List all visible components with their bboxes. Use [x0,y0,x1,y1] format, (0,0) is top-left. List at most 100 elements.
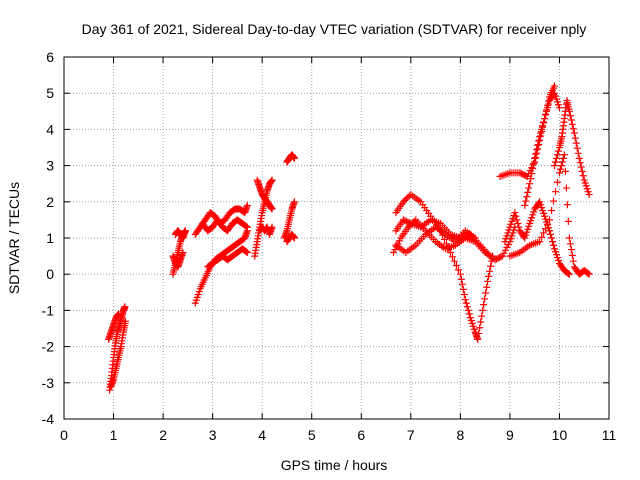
data-point [569,125,577,133]
data-point [572,139,580,147]
data-point [559,154,567,162]
data-point [487,262,495,270]
data-point [491,256,499,264]
data-point [553,151,561,159]
data-point [481,295,489,303]
data-point [542,110,550,118]
data-point [548,234,556,242]
y-axis-label: SDTVAR / TECUs [6,182,22,294]
data-point [243,201,251,209]
series-seg-e3 [283,230,298,246]
data-point [465,310,473,318]
data-point [543,106,551,114]
data-point [448,253,456,261]
x-tick-label: 4 [258,427,266,443]
data-point [488,257,496,265]
data-point [457,275,465,283]
x-tick-label: 7 [407,427,415,443]
data-point [479,306,487,314]
data-point [584,269,592,277]
data-point [568,120,576,128]
data-point [538,233,546,241]
data-point [512,212,520,220]
data-point [521,201,529,209]
x-tick-label: 5 [308,427,316,443]
y-tick-label: 4 [46,121,54,137]
data-point [542,225,550,233]
data-point [530,159,538,167]
series-seg-e2 [283,151,298,166]
data-point [576,159,584,167]
data-point [456,270,464,278]
data-point [515,223,523,231]
series-seg-g4 [501,198,573,278]
data-point [555,169,563,177]
y-tick-label: 6 [46,49,54,65]
data-point [477,318,485,326]
data-point [565,234,573,242]
data-point [560,151,568,159]
data-point [442,240,450,248]
data-point [528,170,536,178]
data-point [585,270,593,278]
data-point [527,175,535,183]
data-point [534,141,542,149]
x-tick-label: 3 [209,427,217,443]
series-seg-g1 [496,89,563,180]
data-point [537,129,545,137]
data-point [450,257,458,265]
data-point [402,217,410,225]
data-point [471,234,479,242]
series-seg-a2 [107,317,129,390]
chart-title: Day 361 of 2021, Sidereal Day-to-day VTE… [82,21,587,37]
data-point [550,241,558,249]
data-point [564,269,572,277]
series-seg-g5 [506,151,593,278]
x-tick-label: 6 [357,427,365,443]
data-point [497,253,505,261]
data-point [535,137,543,145]
data-point [558,158,566,166]
axis-ticks: 0 1 2 3 4 5 6 7 8 9 10 11 -4 -3 -2 -1 0 1 2 3 4 5 6 [42,49,617,443]
data-point [544,102,552,110]
data-point [290,234,298,242]
data-point [549,238,557,246]
data-point [578,167,586,175]
data-point [511,209,519,217]
data-point [290,198,298,206]
data-point [568,251,576,259]
data-point [520,171,528,179]
data-point [519,170,527,178]
series-seg-a3 [105,310,122,343]
data-point [486,267,494,275]
data-point [567,246,575,254]
data-point [444,244,452,252]
data-point [461,296,469,304]
y-tick-label: -1 [42,302,55,318]
data-point [242,222,250,230]
data-point [460,290,468,298]
x-tick-label: 11 [602,427,617,443]
data-point [524,188,532,196]
y-tick-label: 3 [46,158,54,174]
series-seg-b3 [171,227,189,242]
data-point [290,154,298,162]
data-point [463,303,471,311]
series-seg-f2 [392,191,497,343]
y-tick-label: 2 [46,194,54,210]
data-point [121,303,129,311]
data-point [552,154,560,162]
data-point [546,227,554,235]
data-point [179,248,187,256]
data-point [405,219,413,227]
data-point [522,197,530,205]
data-points [105,82,593,394]
x-tick-label: 2 [159,427,167,443]
y-tick-label: -2 [42,339,55,355]
data-point [555,104,563,112]
data-point [494,254,502,262]
x-tick-label: 0 [60,427,68,443]
data-point [486,252,494,260]
data-point [569,257,577,265]
